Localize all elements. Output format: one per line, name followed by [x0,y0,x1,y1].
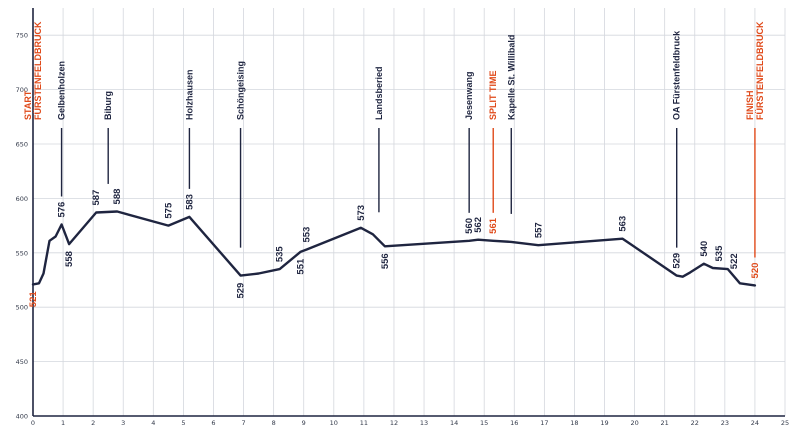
point-label: 575 [163,202,174,219]
y-tick-label: 650 [16,141,28,149]
x-tick-label: 25 [781,419,789,427]
y-tick-label: 600 [16,195,28,203]
waypoint-marker: Landsberied [374,66,384,213]
x-tick-label: 14 [450,419,458,427]
point-label: 520 [750,263,761,279]
y-tick-label: 700 [16,86,28,94]
x-tick-label: 10 [330,419,338,427]
x-tick-label: 15 [480,419,488,427]
tick-labels: 0 1 2 3 4 5 6 7 8 9 10 11 12 13 14 15 16 17 18 19 20 21 22 23 24… [16,32,790,427]
elevation-line [31,210,757,287]
point-label: 540 [699,241,710,257]
waypoint-label: Biburg [103,91,113,120]
waypoint-label: FÜRSTENFELDBRUCK [755,21,765,120]
x-tick-label: 6 [211,419,215,427]
axes [32,8,785,417]
x-tick-label: 12 [390,419,398,427]
y-tick-label: 450 [16,358,28,366]
waypoint-label: FINISH [745,90,755,120]
x-tick-label: 11 [360,419,368,427]
x-tick-label: 2 [91,419,95,427]
waypoint-label: SPLIT TIME [488,71,498,121]
x-tick-label: 19 [600,419,608,427]
y-tick-label: 400 [16,413,28,421]
waypoint-marker: Schöngeising [236,61,246,248]
waypoint-marker: FINISH FÜRSTENFELDBRUCK [745,21,765,258]
point-label: 561 [488,217,499,234]
x-tick-label: 17 [540,419,548,427]
x-tick-label: 9 [302,419,306,427]
waypoint-marker: Gelbenholzen [57,61,67,197]
point-label: 560 [464,218,475,234]
waypoint-marker: Jesenwang [464,71,474,213]
point-label: 521 [28,291,39,308]
waypoint-label: START [23,90,33,120]
x-tick-label: 8 [272,419,276,427]
point-label: 522 [729,253,740,269]
waypoint-marker: SPLIT TIME [488,71,498,213]
waypoint-label: OA Fürstenfeldbruck [672,30,682,120]
waypoint-marker: Kapelle St. Willibald [506,35,516,214]
x-tick-label: 18 [570,419,578,427]
waypoint-label: Jesenwang [464,71,474,120]
waypoint-label: Kapelle St. Willibald [506,35,516,120]
point-label: 529 [672,253,683,269]
point-label: 557 [533,222,544,238]
x-tick-label: 5 [181,419,185,427]
x-tick-label: 16 [510,419,518,427]
point-label: 553 [302,227,313,243]
x-tick-label: 23 [721,419,729,427]
x-tick-label: 3 [121,419,125,427]
point-label: 583 [184,194,195,210]
x-tick-label: 0 [31,419,35,427]
x-tick-label: 1 [61,419,65,427]
y-tick-label: 750 [16,32,28,40]
x-tick-label: 4 [151,419,155,427]
point-label: 529 [236,283,247,299]
waypoint-label: Landsberied [374,66,384,120]
waypoint-label: Holzhausen [184,69,194,120]
point-label: 587 [91,190,102,206]
waypoint-label: FÜRSTENFELDBRUCK [33,21,43,120]
x-tick-label: 22 [691,419,699,427]
x-tick-label: 24 [751,419,759,427]
waypoint-marker: OA Fürstenfeldbruck [672,30,682,248]
point-label: 556 [380,253,391,269]
x-tick-label: 21 [661,419,669,427]
point-label: 535 [275,246,286,263]
x-tick-label: 13 [420,419,428,427]
point-label: 551 [296,258,307,275]
x-tick-label: 20 [630,419,638,427]
point-label: 562 [473,217,484,233]
point-label: 535 [714,245,725,262]
waypoint-marker: Holzhausen [184,69,194,189]
point-labels: 521 576 558 587 588 575 583 529 535 551 553 573 556 5… [28,189,761,308]
point-label: 588 [112,189,123,205]
y-tick-label: 500 [16,304,28,312]
y-tick-label: 550 [16,249,28,257]
profile-series [31,210,757,287]
point-label: 558 [64,251,75,267]
point-label: 573 [356,205,367,221]
waypoint-label: Gelbenholzen [57,61,67,120]
point-label: 563 [618,216,629,232]
waypoint-marker: START FÜRSTENFELDBRUCK [23,21,43,120]
waypoint-markers: START FÜRSTENFELDBRUCK Gelbenholzen Biburg H… [23,21,765,258]
waypoint-label: Schöngeising [236,61,246,120]
point-label: 576 [57,202,68,218]
waypoint-marker: Biburg [103,91,113,184]
x-tick-label: 7 [241,419,245,427]
